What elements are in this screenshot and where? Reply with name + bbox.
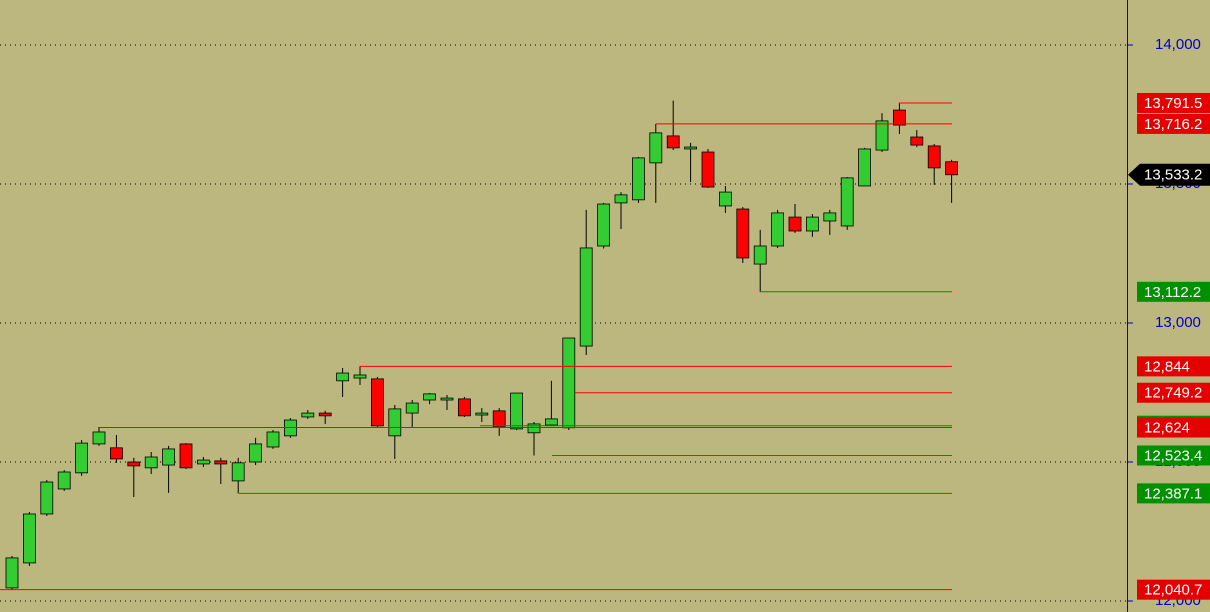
candle-body	[5, 557, 19, 589]
candle-body	[597, 203, 610, 247]
candle-body	[370, 378, 384, 427]
candle-body	[231, 462, 245, 482]
candle-body	[945, 161, 958, 176]
level-box	[1137, 92, 1210, 113]
candle-body	[527, 423, 541, 434]
candle-body	[649, 132, 663, 164]
level-box	[1137, 356, 1210, 377]
level-box	[1137, 483, 1210, 504]
candle-body	[301, 412, 315, 418]
candle-body	[788, 216, 802, 232]
level-label: 13,791.5	[1144, 95, 1202, 112]
candle-body	[632, 157, 645, 201]
candle-body	[318, 412, 332, 417]
candle-body	[475, 412, 489, 416]
candle-body	[75, 442, 88, 474]
level-box	[1137, 445, 1210, 466]
candle-body	[40, 481, 54, 515]
candle-body	[336, 372, 350, 382]
candle-body	[214, 460, 228, 465]
level-label: 12,040.7	[1144, 582, 1202, 599]
level-label: 13,112.2	[1144, 284, 1201, 301]
level-box	[1137, 382, 1210, 403]
candle-body	[666, 135, 680, 149]
candle-body	[110, 447, 123, 460]
candle-body	[684, 146, 697, 150]
candle-body	[196, 459, 210, 465]
candle-body	[423, 393, 437, 401]
y-tick-label: 14,000	[1155, 36, 1201, 53]
candle-body	[545, 418, 558, 426]
candle-body	[388, 408, 402, 437]
candle-body	[162, 448, 176, 466]
candle-body	[910, 136, 924, 146]
candle-body	[179, 443, 193, 469]
candle-body	[440, 397, 454, 401]
candle-body	[127, 461, 141, 467]
level-label: 12,749.2	[1144, 385, 1202, 402]
candle-body	[701, 151, 715, 188]
candle-body	[144, 456, 158, 469]
candle-body	[92, 431, 106, 445]
level-box	[1137, 579, 1210, 600]
level-box	[1137, 417, 1210, 438]
candle-body	[806, 216, 819, 232]
candle-body	[927, 145, 941, 169]
candle-body	[457, 398, 471, 417]
level-label: 12,624	[1144, 419, 1190, 436]
candle-body	[771, 212, 784, 247]
candle-body	[614, 194, 628, 204]
candle-body	[266, 431, 280, 448]
candle-body	[57, 471, 71, 490]
candle-body	[249, 443, 263, 463]
candle-body	[875, 120, 889, 151]
y-tick-label: 13,000	[1155, 314, 1201, 331]
last-price-box	[1128, 163, 1210, 186]
level-label: 13,716.2	[1144, 116, 1202, 133]
candle-body	[510, 392, 524, 430]
candle-body	[823, 212, 837, 222]
level-label: 12,523.4	[1144, 447, 1202, 464]
level-label: 12,387.1	[1144, 485, 1202, 502]
candle-body	[736, 208, 750, 259]
level-label: 12,844	[1144, 358, 1190, 375]
candle-body	[893, 109, 906, 126]
candle-body	[492, 410, 506, 428]
level-box	[1137, 113, 1210, 134]
level-box	[1137, 281, 1210, 302]
candle-body	[753, 245, 767, 265]
candle-body	[840, 177, 854, 227]
candle-body	[579, 247, 593, 347]
candle-body	[858, 148, 871, 187]
candle-body	[405, 402, 419, 414]
last-price-label: 13,533.2	[1144, 167, 1202, 184]
candle-body	[719, 191, 732, 207]
candle-body	[353, 374, 367, 379]
candle-body	[22, 513, 36, 564]
candle-body	[562, 337, 576, 429]
